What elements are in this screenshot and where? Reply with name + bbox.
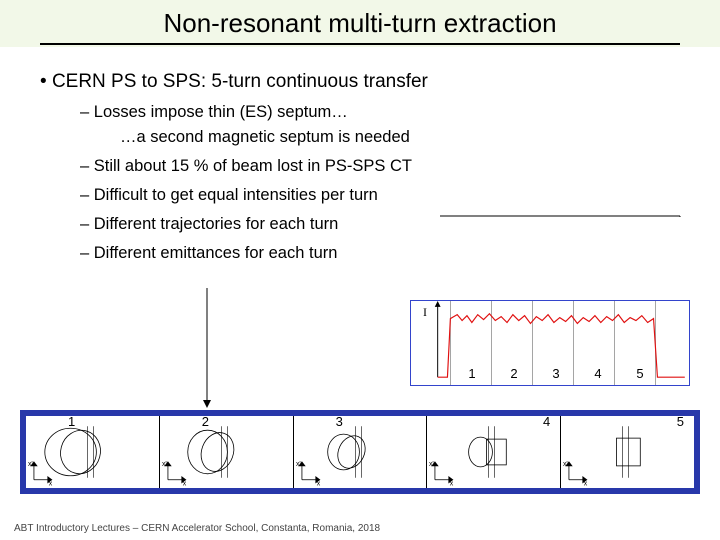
title-bar: Non-resonant multi-turn extraction xyxy=(0,0,720,47)
panel-3: 3 x x' xyxy=(294,416,428,488)
bullet-sub-1a: a second magnetic septum is needed xyxy=(120,128,690,147)
svg-text:x': x' xyxy=(162,461,167,468)
panel-label-2: 2 xyxy=(202,414,209,429)
bullet-main: CERN PS to SPS: 5-turn continuous transf… xyxy=(40,71,690,93)
svg-text:x: x xyxy=(183,481,187,488)
svg-text:x: x xyxy=(316,481,320,488)
slide: Non-resonant multi-turn extraction CERN … xyxy=(0,0,720,540)
svg-text:x: x xyxy=(450,481,454,488)
panel-label-5: 5 xyxy=(677,414,684,429)
bullet-sub-5: Different emittances for each turn xyxy=(80,244,690,263)
svg-text:x': x' xyxy=(429,461,434,468)
panel-4: 4 x x' xyxy=(427,416,561,488)
turn-label-1: 1 xyxy=(468,366,475,381)
bullet-sub-4: Different trajectories for each turn xyxy=(80,215,690,234)
panel-label-1: 1 xyxy=(68,414,75,429)
turn-label-3: 3 xyxy=(552,366,559,381)
panel-label-4: 4 xyxy=(543,414,550,429)
turn-label-5: 5 xyxy=(636,366,643,381)
chart-y-label: I xyxy=(423,305,427,320)
bullet-sub-3: Difficult to get equal intensities per t… xyxy=(80,186,690,205)
panel-5: 5 x x' xyxy=(561,416,694,488)
bullet-sub-2: Still about 15 % of beam lost in PS-SPS … xyxy=(80,157,690,176)
intensity-chart: I 1 2 3 4 5 xyxy=(410,300,690,386)
svg-text:x: x xyxy=(49,481,53,488)
svg-text:x: x xyxy=(584,481,588,488)
arrow-intensities xyxy=(440,215,690,217)
title-underline xyxy=(40,43,680,45)
svg-text:x': x' xyxy=(296,461,301,468)
panel-1: 1 x x' xyxy=(26,416,160,488)
bullet-sub-1: Losses impose thin (ES) septum… xyxy=(80,103,690,122)
svg-text:x': x' xyxy=(28,461,33,468)
slide-title: Non-resonant multi-turn extraction xyxy=(0,8,720,39)
svg-text:x': x' xyxy=(563,461,568,468)
phase-space-panels: 1 x x' 2 x x' 3 x x' 4 x x' 5 x x' xyxy=(20,410,700,494)
content-area: CERN PS to SPS: 5-turn continuous transf… xyxy=(0,47,720,263)
turn-label-2: 2 xyxy=(510,366,517,381)
arrow-emittances xyxy=(200,288,214,408)
footer-text: ABT Introductory Lectures – CERN Acceler… xyxy=(14,523,380,534)
panel-label-3: 3 xyxy=(336,414,343,429)
turn-label-4: 4 xyxy=(594,366,601,381)
panel-2: 2 x x' xyxy=(160,416,294,488)
chart-x-labels: 1 2 3 4 5 xyxy=(411,366,689,381)
